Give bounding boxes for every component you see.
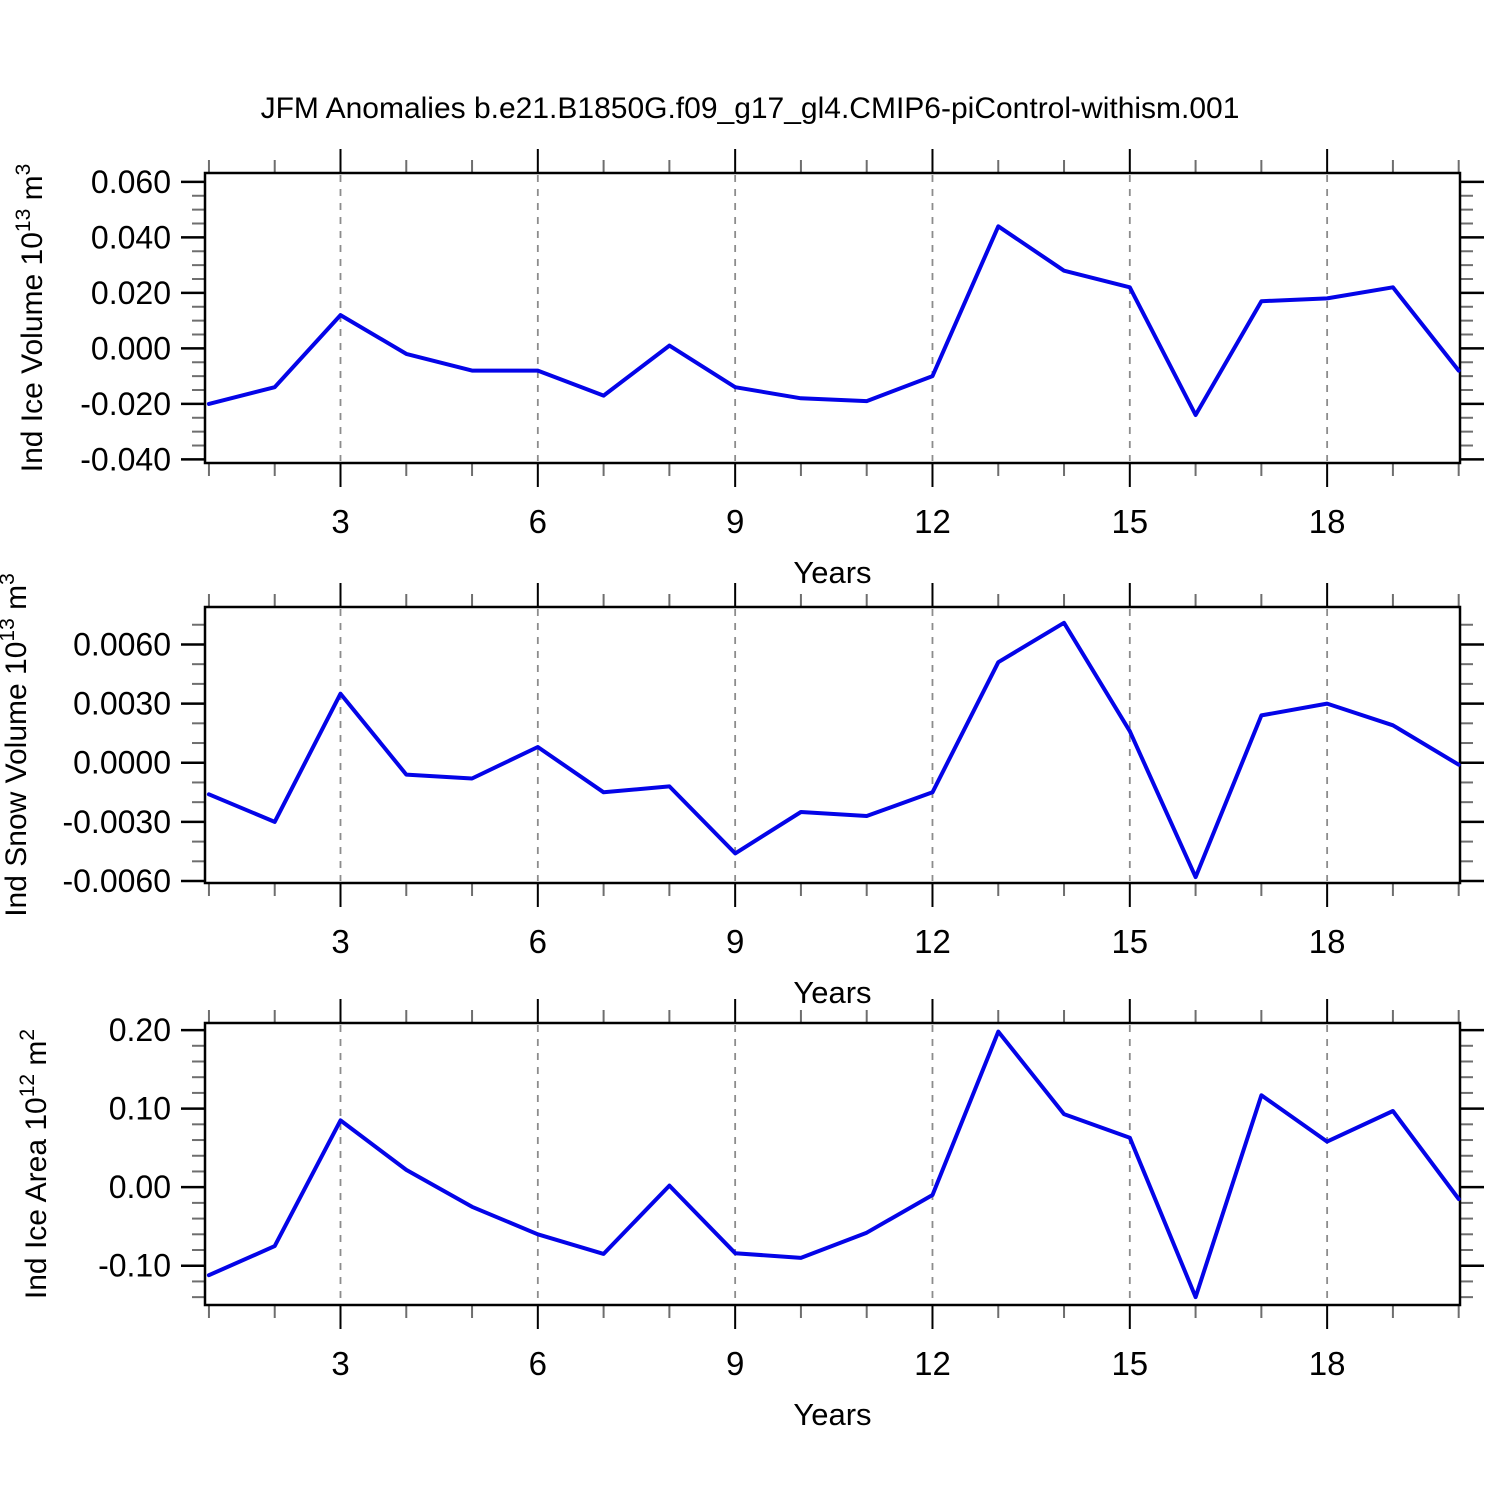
- panel-3-xtick-label: 12: [914, 1345, 951, 1382]
- panel-1-plot-border: [203, 171, 1462, 465]
- panel-1-ytick-label: 0.060: [91, 164, 171, 200]
- panel-2-xtick-label: 15: [1111, 923, 1148, 960]
- figure-title: JFM Anomalies b.e21.B1850G.f09_g17_gl4.C…: [260, 92, 1240, 125]
- panel-1-ytick-label: 0.040: [91, 219, 171, 255]
- panel-2-ytick-label: 0.0000: [73, 745, 171, 781]
- panel-2-ytick-label: -0.0030: [62, 804, 171, 840]
- panel-3-xtick-label: 3: [331, 1345, 349, 1382]
- panel-2-xtick-label: 6: [529, 923, 547, 960]
- panel-2-ytick-label: -0.0060: [62, 863, 171, 899]
- panel-1-yaxis-title: Ind Ice Volume 1013​ m3​: [12, 164, 49, 473]
- panel-1-ytick-label: 0.020: [91, 275, 171, 311]
- panel-1-xtick-label: 15: [1111, 503, 1148, 540]
- panel-2-ytick-label: 0.0060: [73, 626, 171, 662]
- panel-2-xtick-label: 3: [331, 923, 349, 960]
- panel-1-xtick-label: 6: [529, 503, 547, 540]
- panel-3-xtick-label: 6: [529, 1345, 547, 1382]
- panel-2-ytick-label: 0.0030: [73, 686, 171, 722]
- panel-2-plot-border: [203, 605, 1462, 885]
- panel-3-plot-border: [203, 1021, 1462, 1307]
- panel-3-xaxis-title: Years: [793, 1397, 871, 1432]
- panel-3-ytick-label: 0.20: [109, 1012, 171, 1048]
- panel-1-ytick-label: 0.000: [91, 330, 171, 366]
- panel-1-xtick-label: 12: [914, 503, 951, 540]
- panel-3-ytick-label: -0.10: [98, 1248, 171, 1284]
- panel-2-xtick-label: 12: [914, 923, 951, 960]
- panel-1-xtick-label: 18: [1309, 503, 1346, 540]
- panel-1-xtick-label: 9: [726, 503, 744, 540]
- panel-3-xtick-label: 18: [1309, 1345, 1346, 1382]
- panel-2-xaxis-title: Years: [793, 975, 871, 1010]
- panel-3-ytick-label: 0.10: [109, 1091, 171, 1127]
- panel-3-yaxis-title: Ind Ice Area 1012​ m2​: [16, 1029, 53, 1299]
- panel-1-xaxis-title: Years: [793, 555, 871, 590]
- panel-1-data-line: [206, 224, 1461, 417]
- panel-3-xtick-label: 9: [726, 1345, 744, 1382]
- panel-3-xtick-label: 15: [1111, 1345, 1148, 1382]
- panel-2-yaxis-title: Ind Snow Volume 1013​ m3​: [0, 573, 33, 917]
- panel-1-ytick-label: -0.020: [80, 386, 171, 422]
- panel-1-ytick-label: -0.040: [80, 441, 171, 477]
- panel-3-ytick-label: 0.00: [109, 1169, 171, 1205]
- panel-2-data-line: [206, 620, 1461, 880]
- panel-2-xtick-label: 9: [726, 923, 744, 960]
- panel-1-xtick-label: 3: [331, 503, 349, 540]
- panel-3-data-line: [206, 1029, 1461, 1300]
- panel-2-xtick-label: 18: [1309, 923, 1346, 960]
